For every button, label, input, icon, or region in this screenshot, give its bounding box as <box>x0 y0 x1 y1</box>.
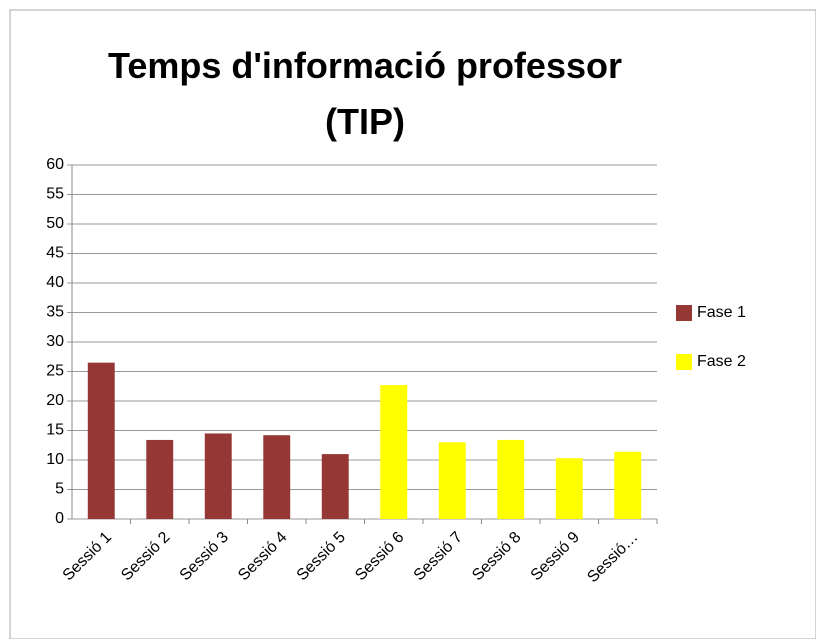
y-tick-label: 0 <box>55 510 64 527</box>
legend-label: Fase 2 <box>697 353 746 370</box>
bar <box>263 435 291 519</box>
y-tick-label: 10 <box>46 451 64 468</box>
legend-swatch <box>676 305 692 321</box>
y-tick-label: 55 <box>46 186 64 203</box>
y-tick-label: 45 <box>46 245 64 262</box>
bar <box>614 451 642 519</box>
bar <box>380 385 408 519</box>
y-tick-label: 60 <box>46 156 64 173</box>
chart-border <box>9 9 816 639</box>
y-tick-label: 5 <box>55 481 64 498</box>
y-tick-label: 50 <box>46 215 64 232</box>
bar <box>555 458 583 519</box>
chart-title: Temps d'informació professor (TIP) <box>108 45 622 142</box>
legend-label: Fase 1 <box>697 304 746 321</box>
y-tick-label: 25 <box>46 363 64 380</box>
bar <box>204 433 232 519</box>
y-tick-label: 20 <box>46 392 64 409</box>
bar <box>146 439 174 519</box>
bar <box>497 439 525 519</box>
bar <box>321 454 349 519</box>
bar <box>87 362 115 519</box>
legend-swatch <box>676 354 692 370</box>
bar <box>438 442 466 519</box>
y-tick-label: 15 <box>46 422 64 439</box>
y-tick-label: 35 <box>46 304 64 321</box>
y-tick-label: 30 <box>46 333 64 350</box>
y-tick-label: 40 <box>46 274 64 291</box>
